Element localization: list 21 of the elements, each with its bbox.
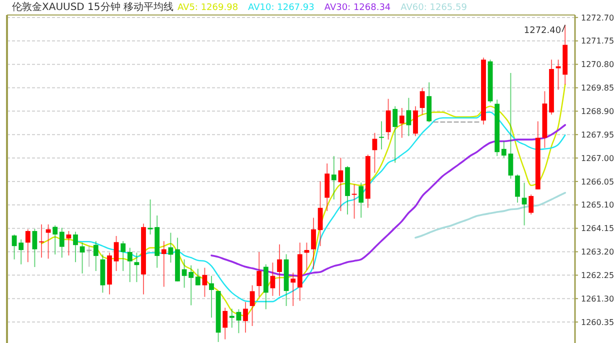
- text: AV5: 1269.98: [177, 3, 238, 13]
- y-tick-label: 1264.15: [581, 224, 614, 234]
- y-tick-label: 1271.75: [581, 36, 614, 46]
- y-tick-label: 1261.30: [581, 294, 614, 304]
- text: AV10: 1267.93: [248, 3, 314, 13]
- y-tick-label: 1267.00: [581, 154, 614, 163]
- y-tick-label: 1267.95: [581, 130, 614, 140]
- y-tick-label: 1260.35: [581, 318, 614, 327]
- text: AV30: 1268.34: [324, 3, 391, 13]
- text: AV60: 1265.59: [400, 3, 468, 13]
- y-tick-label: 1263.20: [581, 248, 614, 257]
- annotation: 1272.40: [524, 26, 562, 36]
- chart-title: 伦敦金XAUUSD 15分钟 移动平均线: [12, 1, 174, 13]
- y-tick-label: 1270.80: [581, 60, 614, 70]
- y-tick-label: 1272.70: [581, 13, 614, 22]
- y-tick-label: 1268.90: [581, 106, 614, 116]
- line-series: [414, 192, 566, 239]
- y-tick-label: 1262.25: [581, 270, 614, 280]
- y-tick-label: 1265.10: [581, 200, 614, 210]
- y-tick-label: 1269.85: [581, 84, 614, 93]
- y-tick-label: 1266.05: [581, 177, 614, 186]
